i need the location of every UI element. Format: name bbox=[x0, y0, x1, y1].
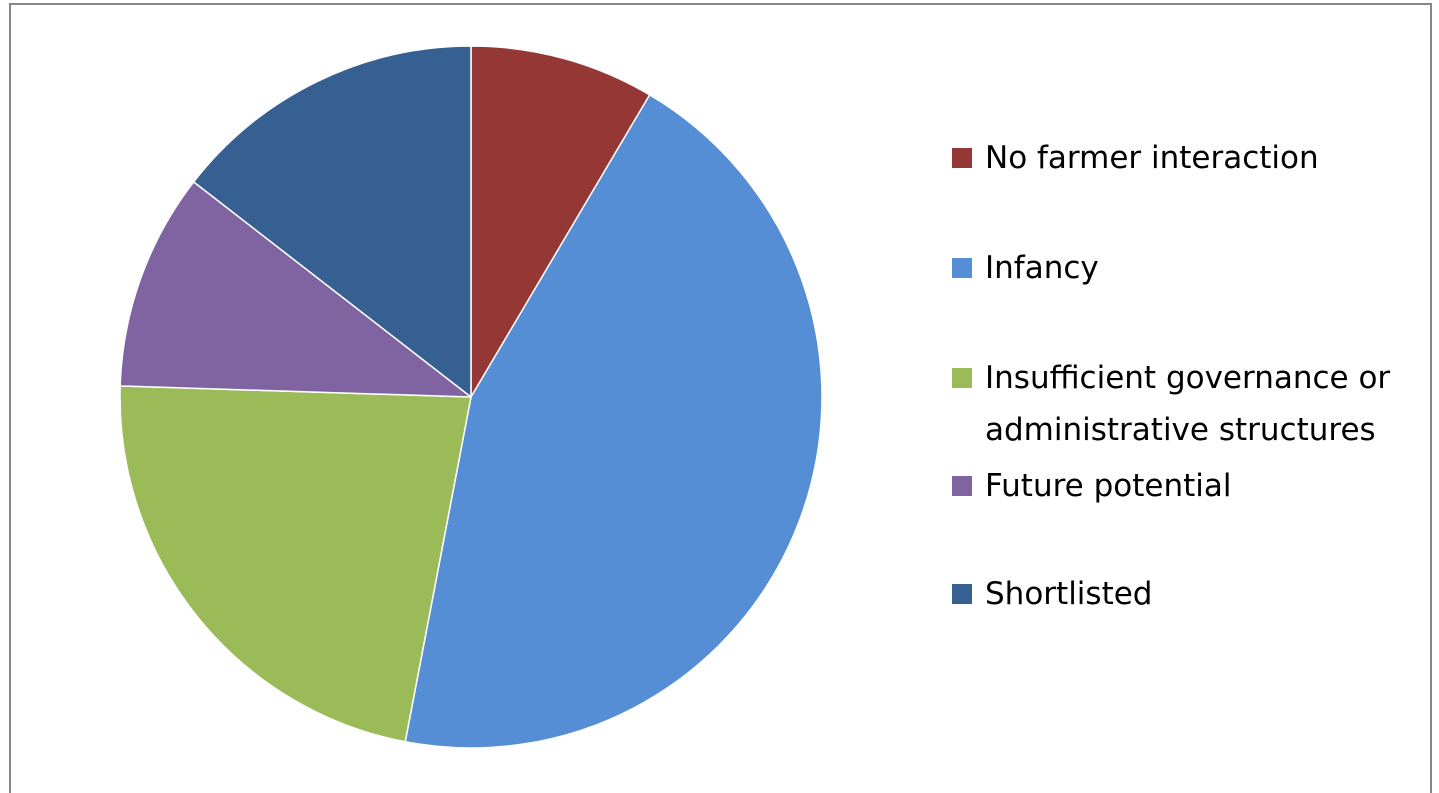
pie-slices bbox=[119, 45, 823, 749]
legend-item-no-farmer-interaction: No farmer interaction bbox=[952, 132, 1319, 184]
legend-label-infancy: Infancy bbox=[985, 250, 1099, 286]
legend-label-future-potential: Future potential bbox=[985, 468, 1232, 504]
legend-label-shortlisted: Shortlisted bbox=[985, 576, 1153, 612]
legend-item-future-potential: Future potential bbox=[952, 460, 1231, 512]
legend-swatch-future-potential bbox=[952, 476, 972, 496]
legend-item-insufficient-governance: Insufficient governance or administrativ… bbox=[952, 352, 1390, 456]
legend-label-no-farmer-interaction: No farmer interaction bbox=[985, 140, 1319, 176]
legend-item-shortlisted: Shortlisted bbox=[952, 568, 1152, 620]
legend: No farmer interaction Infancy Insufficie… bbox=[952, 0, 1422, 786]
pie-slice-insufficient-governance-or-administrative-structures bbox=[119, 385, 472, 743]
legend-swatch-shortlisted bbox=[952, 584, 972, 604]
legend-item-infancy: Infancy bbox=[952, 242, 1099, 294]
legend-label-insufficient-governance: Insufficient governance or administrativ… bbox=[985, 360, 1391, 448]
pie-slice-infancy bbox=[404, 94, 823, 749]
pie-slice-no-farmer-interaction bbox=[470, 45, 651, 398]
legend-swatch-insufficient-governance bbox=[952, 368, 972, 388]
legend-swatch-infancy bbox=[952, 258, 972, 278]
pie-slice-future-potential bbox=[119, 181, 472, 398]
legend-swatch-no-farmer-interaction bbox=[952, 148, 972, 168]
pie-slice-shortlisted bbox=[192, 45, 472, 398]
